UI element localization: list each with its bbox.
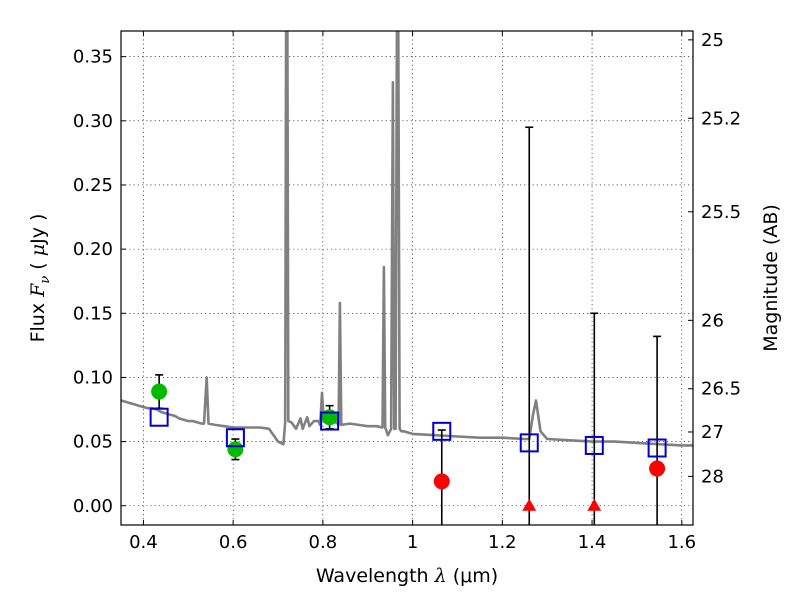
y2-tick-label: 25	[701, 30, 724, 51]
x-tick-label: 0.8	[309, 532, 338, 553]
y-axis-label: Flux Fν ( μJy )	[27, 214, 53, 343]
model-photometry-point	[320, 411, 340, 431]
data-point	[227, 441, 244, 458]
y2-tick-label: 27	[701, 422, 724, 443]
x-tick-label: 1.4	[578, 532, 607, 553]
x-axis-label: Wavelength λ (μm)	[316, 565, 498, 587]
y2-tick-label: 25.2	[701, 108, 741, 129]
model-photometry-point	[647, 438, 667, 458]
data-point	[649, 460, 666, 477]
model-photometry-point	[225, 428, 245, 448]
model-photometry-point	[149, 407, 169, 427]
y2-tick-label: 25.5	[701, 202, 741, 223]
x-tick-label: 1.6	[667, 532, 696, 553]
y-tick-label: 0.30	[73, 111, 113, 132]
y-tick-label: 0.05	[73, 432, 113, 453]
model-photometry-point	[519, 433, 539, 453]
data-point	[151, 383, 168, 400]
data-point	[433, 473, 450, 490]
model-photometry-point	[432, 421, 452, 441]
plot-background	[121, 31, 693, 525]
y2-tick-label: 28	[701, 466, 724, 487]
y-tick-label: 0.10	[73, 367, 113, 388]
y-tick-label: 0.25	[73, 175, 113, 196]
plot-frame	[120, 30, 694, 526]
x-tick-label: 0.4	[129, 532, 158, 553]
y2-tick-label: 26.5	[701, 379, 741, 400]
y-tick-label: 0.15	[73, 303, 113, 324]
x-tick-label: 1	[407, 532, 418, 553]
marker-layer	[149, 126, 667, 525]
x-tick-label: 1.2	[488, 532, 517, 553]
y-tick-label: 0.00	[73, 496, 113, 517]
ticks: 0.4 0.6 0.8 1 1.2 1.4 1.6 0.00 0.05 0.10 0.15 0.20 0…	[73, 30, 741, 553]
y2-tick-label: 26	[701, 310, 724, 331]
model-photometry-point	[584, 435, 604, 455]
y2-axis-label: Magnitude (AB)	[760, 204, 782, 352]
x-tick-label: 0.6	[219, 532, 248, 553]
y-tick-label: 0.35	[73, 47, 113, 68]
upper-limit-point	[587, 498, 602, 511]
upper-limit-point	[522, 498, 537, 511]
y-tick-label: 0.20	[73, 239, 113, 260]
